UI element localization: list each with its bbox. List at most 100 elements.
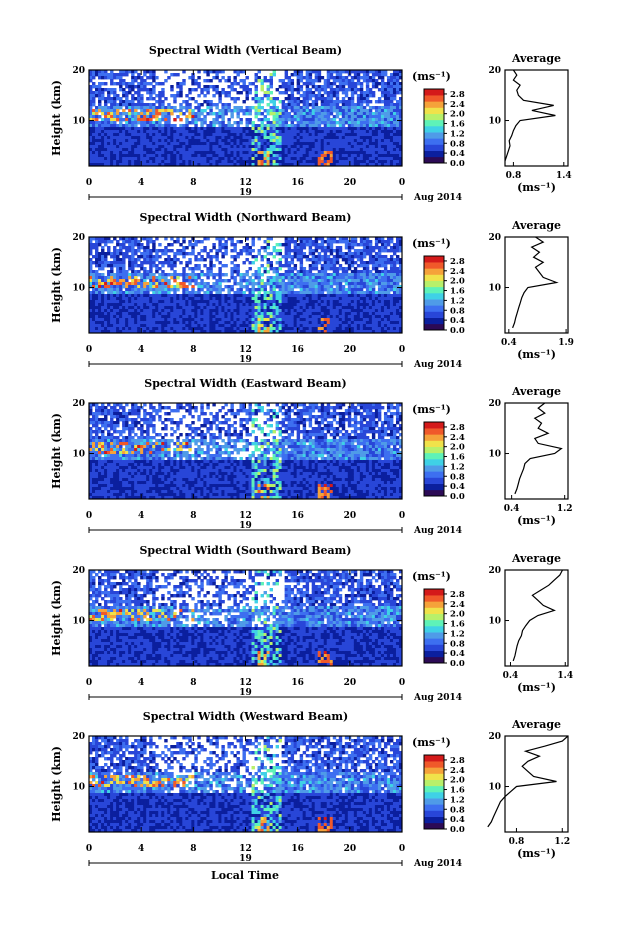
heatmap-cell bbox=[137, 312, 141, 316]
heatmap-cell bbox=[188, 97, 192, 101]
heatmap-cell bbox=[239, 145, 243, 149]
heatmap-cell bbox=[200, 249, 204, 253]
heatmap-cell bbox=[287, 312, 292, 316]
heatmap-cell bbox=[200, 255, 204, 259]
heatmap-cell bbox=[341, 70, 346, 74]
heatmap-cell bbox=[152, 76, 156, 80]
heatmap-cell bbox=[134, 133, 138, 137]
heatmap-cell bbox=[152, 124, 156, 128]
heatmap-cell bbox=[374, 112, 379, 116]
heatmap-cell bbox=[326, 318, 331, 322]
heatmap-cell bbox=[254, 303, 258, 307]
heatmap-cell bbox=[296, 276, 301, 280]
heatmap-cell bbox=[302, 273, 307, 277]
heatmap-cell bbox=[95, 300, 99, 304]
heatmap-cell bbox=[347, 118, 352, 122]
heatmap-cell bbox=[107, 88, 111, 92]
heatmap-cell bbox=[143, 160, 147, 164]
heatmap-cell bbox=[326, 109, 331, 113]
heatmap-cell bbox=[89, 291, 93, 295]
heatmap-cell bbox=[119, 73, 123, 77]
heatmap-cell bbox=[218, 115, 222, 119]
heatmap-cell bbox=[389, 139, 394, 143]
heatmap-cell bbox=[290, 133, 295, 137]
heatmap-cell bbox=[320, 163, 325, 167]
heatmap-cell bbox=[332, 282, 337, 286]
heatmap-cell bbox=[326, 106, 331, 110]
heatmap-cell bbox=[257, 297, 261, 301]
heatmap-cell bbox=[296, 121, 301, 125]
heatmap-cell bbox=[128, 70, 132, 74]
heatmap-cell bbox=[302, 300, 307, 304]
heatmap-cell bbox=[197, 154, 201, 158]
heatmap-cell bbox=[278, 285, 283, 289]
heatmap-cell bbox=[152, 85, 156, 89]
heatmap-cell bbox=[128, 246, 132, 250]
heatmap-cell bbox=[398, 85, 403, 89]
heatmap-cell bbox=[305, 97, 310, 101]
heatmap-cell bbox=[233, 79, 237, 83]
heatmap-cell bbox=[215, 106, 219, 110]
heatmap-cell bbox=[287, 154, 292, 158]
heatmap-cell bbox=[143, 148, 147, 152]
heatmap-cell bbox=[377, 82, 382, 86]
heatmap-cell bbox=[320, 306, 325, 310]
heatmap-cell bbox=[299, 273, 304, 277]
heatmap-cell bbox=[101, 330, 105, 334]
heatmap-cell bbox=[305, 145, 310, 149]
heatmap-cell bbox=[233, 291, 237, 295]
heatmap-cell bbox=[131, 124, 135, 128]
date-day: 19 bbox=[239, 188, 252, 198]
heatmap-cell bbox=[278, 85, 283, 89]
heatmap-cell bbox=[215, 285, 219, 289]
heatmap-cell bbox=[125, 103, 129, 107]
heatmap-cell bbox=[227, 136, 231, 140]
heatmap-cell bbox=[110, 130, 114, 134]
heatmap-cell bbox=[188, 157, 192, 161]
heatmap-cell bbox=[305, 294, 310, 298]
heatmap-cell bbox=[155, 330, 159, 334]
heatmap-cell bbox=[131, 297, 135, 301]
heatmap-cell bbox=[110, 261, 114, 265]
heatmap-cell bbox=[275, 309, 280, 313]
heatmap-cell bbox=[320, 145, 325, 149]
heatmap-cell bbox=[140, 148, 144, 152]
heatmap-cell bbox=[104, 70, 108, 74]
heatmap-cell bbox=[107, 142, 111, 146]
heatmap-cell bbox=[380, 163, 385, 167]
heatmap-cell bbox=[278, 115, 283, 119]
heatmap-cell bbox=[353, 130, 358, 134]
heatmap-cell bbox=[206, 154, 210, 158]
heatmap-cell bbox=[113, 303, 117, 307]
heatmap-cell bbox=[290, 148, 295, 152]
heatmap-cell bbox=[338, 148, 343, 152]
heatmap-cell bbox=[293, 106, 298, 110]
heatmap-cell bbox=[167, 115, 171, 119]
heatmap-cell bbox=[284, 294, 289, 298]
heatmap-cell bbox=[398, 148, 403, 152]
heatmap-cell bbox=[101, 285, 105, 289]
heatmap-cell bbox=[305, 285, 310, 289]
heatmap-cell bbox=[137, 163, 141, 167]
heatmap-cell bbox=[230, 88, 234, 92]
heatmap-cell bbox=[320, 106, 325, 110]
heatmap-cell bbox=[164, 79, 168, 83]
heatmap-cell bbox=[323, 321, 328, 325]
heatmap-cell bbox=[128, 154, 132, 158]
heatmap-cell bbox=[245, 258, 249, 262]
heatmap-cell bbox=[236, 97, 240, 101]
heatmap-cell bbox=[161, 330, 165, 334]
heatmap-cell bbox=[239, 121, 243, 125]
heatmap-cell bbox=[308, 124, 313, 128]
heatmap-cell bbox=[344, 151, 349, 155]
heatmap-cell bbox=[215, 273, 219, 277]
heatmap-cell bbox=[200, 306, 204, 310]
heatmap-cell bbox=[251, 330, 255, 334]
heatmap-cell bbox=[269, 151, 273, 155]
heatmap-cell bbox=[197, 264, 201, 268]
heatmap-cell bbox=[290, 261, 295, 265]
heatmap-cell bbox=[128, 297, 132, 301]
heatmap-cell bbox=[314, 288, 319, 292]
heatmap-cell bbox=[314, 109, 319, 113]
heatmap-cell bbox=[230, 112, 234, 116]
